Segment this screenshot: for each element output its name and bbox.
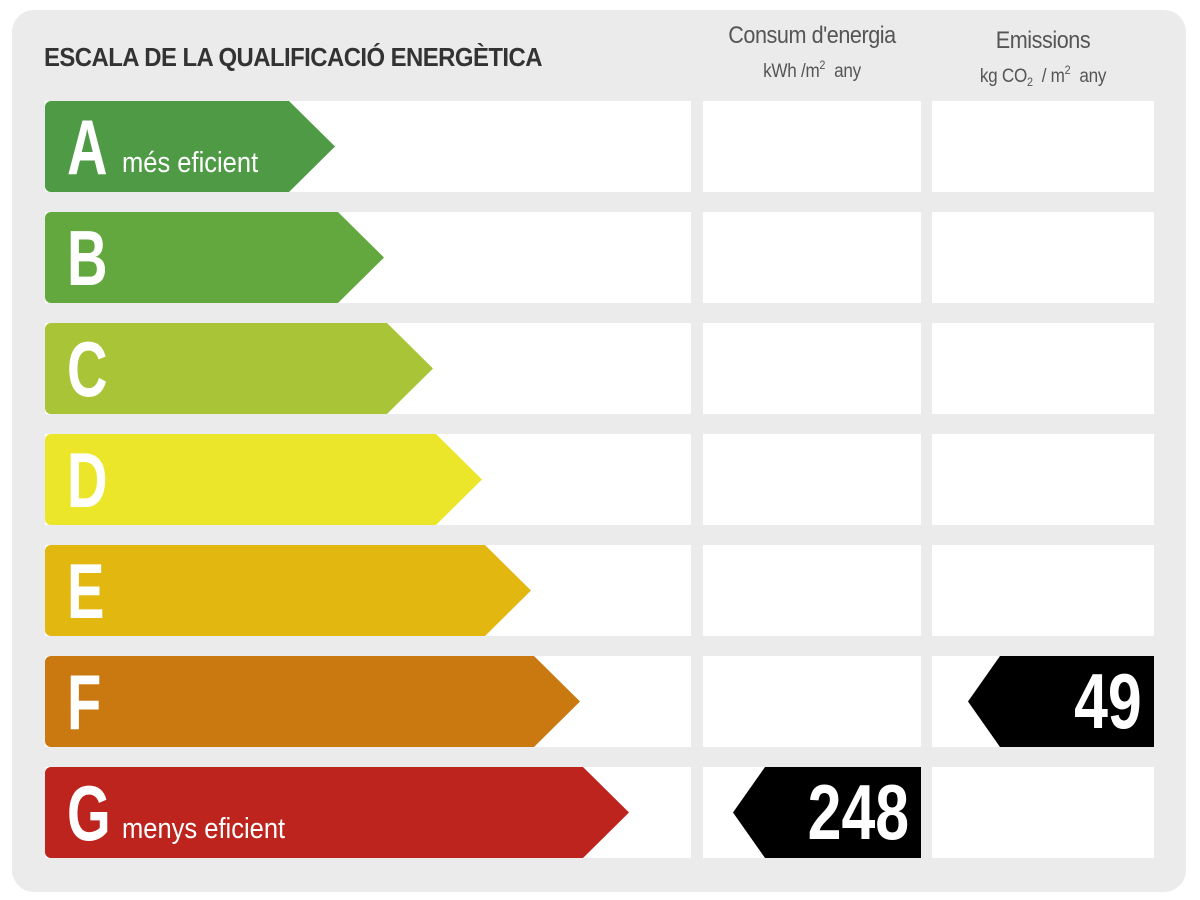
energy-column-header: Consum d'energia kWh /m2 any xyxy=(703,22,921,83)
emissions-cell-c xyxy=(932,323,1154,414)
rating-arrow-e: E xyxy=(45,545,531,636)
emissions-cell-g xyxy=(932,767,1154,858)
rating-letter: E xyxy=(67,547,105,635)
emissions-column-unit: kg CO2 / m2 any xyxy=(979,63,1107,89)
emissions-cell-e xyxy=(932,545,1154,636)
page-title: ESCALA DE LA QUALIFICACIÓ ENERGÈTICA xyxy=(44,42,543,72)
rating-row-d: D xyxy=(45,434,691,525)
energy-cell-a xyxy=(703,101,921,192)
energy-cell-c xyxy=(703,323,921,414)
rating-letter: F xyxy=(67,658,102,746)
energy-column-unit: kWh /m2 any xyxy=(763,58,861,82)
rating-arrow-c: C xyxy=(45,323,433,414)
rating-caption: més eficient xyxy=(122,147,259,179)
energy-column-label: Consum d'energia xyxy=(728,22,896,49)
emissions-cell-b xyxy=(932,212,1154,303)
rating-letter: B xyxy=(67,214,108,302)
energy-cell-g: 248 xyxy=(703,767,921,858)
rating-letter: D xyxy=(67,436,108,524)
energy-cell-b xyxy=(703,212,921,303)
rating-row-b: B xyxy=(45,212,691,303)
rating-arrow-b: B xyxy=(45,212,384,303)
energy-cell-e xyxy=(703,545,921,636)
energy-cell-d xyxy=(703,434,921,525)
rating-letter: A xyxy=(67,103,108,191)
rating-caption: menys eficient xyxy=(122,813,286,845)
rating-arrow-f: F xyxy=(45,656,580,747)
emissions-value-indicator: 49 xyxy=(968,656,1154,747)
rating-row-e: E xyxy=(45,545,691,636)
rating-row-f: F xyxy=(45,656,691,747)
emissions-column-header: Emissions kg CO2 / m2 any xyxy=(932,27,1154,89)
energy-cell-f xyxy=(703,656,921,747)
emissions-value: 49 xyxy=(1074,657,1142,745)
rating-letter: C xyxy=(67,325,108,413)
rating-row-c: C xyxy=(45,323,691,414)
emissions-cell-f: 49 xyxy=(932,656,1154,747)
emissions-cell-d xyxy=(932,434,1154,525)
energy-value-indicator: 248 xyxy=(733,767,921,858)
rating-arrow-d: D xyxy=(45,434,482,525)
energy-value: 248 xyxy=(807,768,909,856)
rating-letter: G xyxy=(67,769,111,857)
emissions-cell-a xyxy=(932,101,1154,192)
emissions-column-label: Emissions xyxy=(995,27,1091,54)
